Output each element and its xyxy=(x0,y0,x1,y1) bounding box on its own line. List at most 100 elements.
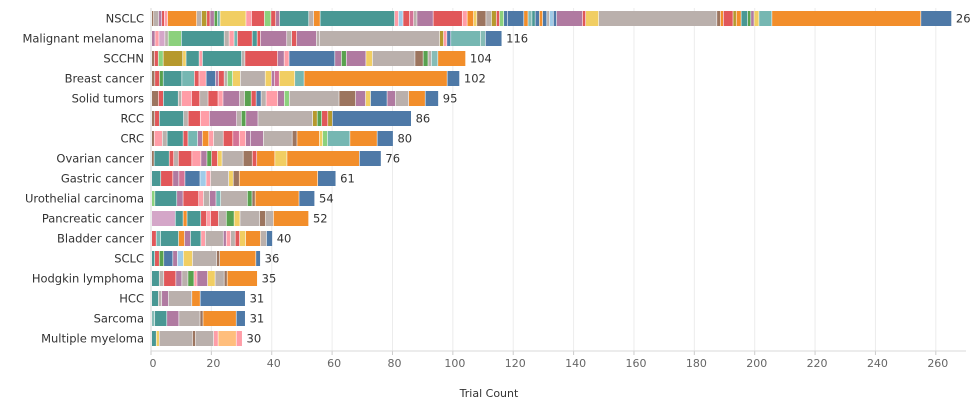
bar-segment xyxy=(239,231,246,246)
bar-segment xyxy=(265,211,274,226)
bar-segment xyxy=(598,11,717,26)
bar-segment xyxy=(159,31,165,46)
bar-segment xyxy=(176,271,182,286)
bar-segment xyxy=(299,191,315,206)
bar-segment xyxy=(206,71,216,86)
bar-segment xyxy=(322,131,328,146)
bar-segment xyxy=(507,11,524,26)
bar-segment xyxy=(296,31,317,46)
x-tick-label: 100 xyxy=(444,357,465,370)
bar-segment xyxy=(159,71,163,86)
bar-segment xyxy=(921,11,952,26)
bar-segment xyxy=(224,71,227,86)
bar-segment xyxy=(257,151,275,166)
value-label: 52 xyxy=(313,212,328,226)
bar-segment xyxy=(355,91,366,106)
bar-segment xyxy=(192,331,196,346)
bar-segment xyxy=(152,231,156,246)
bar-segment xyxy=(438,51,466,66)
value-label: 61 xyxy=(340,172,355,186)
bar-segment xyxy=(209,111,237,126)
bar-segment xyxy=(265,71,272,86)
bar-segment xyxy=(542,11,547,26)
bar-segment xyxy=(207,151,212,166)
bar-segment xyxy=(425,91,439,106)
bar-segment xyxy=(177,191,183,206)
bar-segment xyxy=(246,111,258,126)
bar-segment xyxy=(152,151,154,166)
value-label: 36 xyxy=(265,252,280,266)
bar-segment xyxy=(202,131,209,146)
category-label: Urothelial carcinoma xyxy=(25,192,144,206)
bar-segment xyxy=(496,11,500,26)
bar-segment xyxy=(241,111,246,126)
bar-segment xyxy=(252,151,257,166)
bar-segment xyxy=(152,11,154,26)
bar-segment xyxy=(152,331,156,346)
bar-segment xyxy=(208,91,218,106)
category-label: Multiple myeloma xyxy=(41,332,144,346)
bar-segment xyxy=(237,111,241,126)
bar-segment xyxy=(203,311,236,326)
bar-segment xyxy=(239,131,246,146)
bar-segment xyxy=(318,171,336,186)
x-tick-label: 80 xyxy=(387,357,401,370)
bar-segment xyxy=(201,231,206,246)
bar-segment xyxy=(207,11,210,26)
bar-segment xyxy=(346,51,366,66)
bar-segment xyxy=(499,11,504,26)
bar-segment xyxy=(485,31,502,46)
bar-row xyxy=(152,131,393,146)
bar-segment xyxy=(284,91,289,106)
value-labels: 265 116 104 102 95 86 80 76 61 54 52 40 36 35 31 31 30 xyxy=(247,12,971,346)
bar-segment xyxy=(201,151,207,166)
bar-segment xyxy=(183,111,188,126)
category-label: Hodgkin lymphoma xyxy=(32,272,144,286)
bar-segment xyxy=(733,11,736,26)
bar-segment xyxy=(152,191,155,206)
bar-segment xyxy=(772,11,921,26)
bar-segment xyxy=(266,91,278,106)
bar-row xyxy=(152,311,245,326)
bar-segment xyxy=(167,311,179,326)
x-tick-label: 180 xyxy=(686,357,707,370)
bar-segment xyxy=(226,211,234,226)
bar-segment xyxy=(158,91,164,106)
bar-segment xyxy=(304,71,447,86)
bar-segment xyxy=(195,331,214,346)
bar-segment xyxy=(423,51,428,66)
bar-segment xyxy=(214,11,218,26)
bar-row xyxy=(152,31,502,46)
bar-segment xyxy=(152,51,155,66)
value-label: 104 xyxy=(470,52,492,66)
bar-segment xyxy=(236,331,242,346)
bar-segment xyxy=(264,11,271,26)
bar-segment xyxy=(178,151,192,166)
bar-segment xyxy=(202,51,242,66)
bar-segment xyxy=(279,71,295,86)
bar-segment xyxy=(417,11,433,26)
bar-segment xyxy=(394,11,399,26)
bar-segment xyxy=(153,11,159,26)
bar-segment xyxy=(415,51,423,66)
bar-segment xyxy=(279,11,309,26)
bar-segment xyxy=(759,11,772,26)
bar-segment xyxy=(152,271,159,286)
bar-segment xyxy=(234,211,240,226)
bar-segment xyxy=(183,251,193,266)
bar-segment xyxy=(160,231,179,246)
bar-segment xyxy=(183,131,188,146)
bar-row xyxy=(152,271,258,286)
bar-segment xyxy=(276,11,280,26)
bar-segment xyxy=(158,11,162,26)
bar-segment xyxy=(319,131,323,146)
bar-segment xyxy=(528,11,532,26)
bar-segment xyxy=(197,11,202,26)
bar-segment xyxy=(292,131,297,146)
bar-segment xyxy=(162,131,167,146)
bar-segment xyxy=(291,31,297,46)
bar-segment xyxy=(155,251,159,266)
value-label: 102 xyxy=(464,72,486,86)
bar-segment xyxy=(260,31,287,46)
bar-segment xyxy=(273,211,309,226)
